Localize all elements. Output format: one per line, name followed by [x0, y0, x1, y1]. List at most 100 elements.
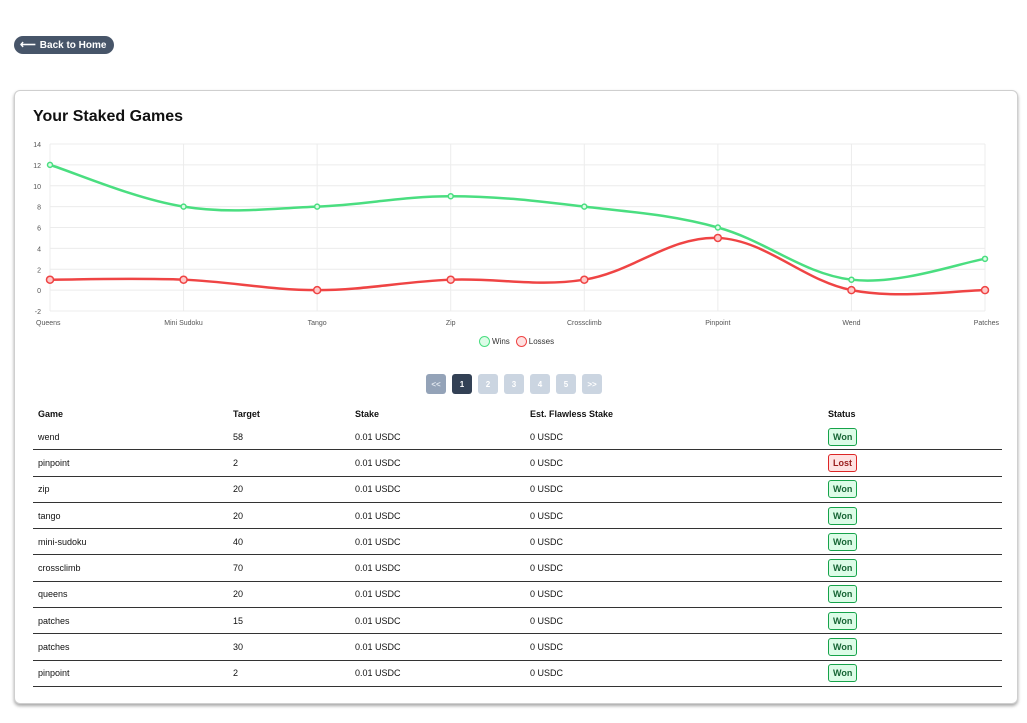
data-point-losses [713, 233, 723, 243]
data-point-wins [981, 255, 989, 263]
table-row: crossclimb 70 0.01 USDC 0 USDC Won [33, 555, 1002, 582]
page-button-4[interactable]: 4 [530, 374, 550, 394]
table-row: pinpoint 2 0.01 USDC 0 USDC Lost [33, 450, 1002, 477]
target-cell: 2 [233, 668, 239, 679]
stake-cell: 0.01 USDC [355, 457, 401, 468]
header-target: Target [233, 409, 260, 419]
x-tick-label: Mini Sudoku [164, 320, 203, 327]
target-cell: 70 [233, 563, 244, 574]
next-page-button[interactable]: >> [582, 374, 602, 394]
y-tick-label: 4 [37, 246, 41, 253]
status-cell: Won [828, 559, 1002, 578]
x-tick-label: Zip [446, 320, 456, 327]
stake-cell: 0.01 USDC [355, 615, 401, 626]
stake-cell: 0.01 USDC [355, 563, 401, 574]
prev-page-button[interactable]: << [426, 374, 446, 394]
data-point-wins [46, 161, 54, 169]
target-cell: 40 [233, 536, 244, 547]
data-point-wins [714, 224, 722, 231]
table-row: wend 58 0.01 USDC 0 USDC Won [33, 424, 1002, 451]
data-point-losses [446, 275, 455, 284]
page-button-3[interactable]: 3 [504, 374, 524, 394]
x-tick-label: Queens [36, 320, 61, 327]
stake-cell: 0.01 USDC [355, 484, 401, 495]
target-cell: 20 [233, 589, 244, 600]
table-row: zip 20 0.01 USDC 0 USDC Won [33, 477, 1002, 503]
data-point-wins [313, 203, 321, 210]
x-tick-label: Patches [974, 320, 1000, 327]
back-to-home-button[interactable]: ⟵ Back to Home [14, 36, 115, 54]
legend-item-losses[interactable]: Losses [515, 336, 554, 347]
status-cell: Won [828, 532, 1002, 551]
flawless-stake-cell: 0 USDC [530, 642, 564, 653]
table-row: tango 20 0.01 USDC 0 USDC Won [33, 503, 1002, 530]
x-tick-label: Pinpoint [705, 320, 730, 327]
data-point-wins [848, 276, 855, 283]
stake-cell: 0.01 USDC [355, 536, 401, 547]
table-row: queens 20 0.01 USDC 0 USDC Won [33, 582, 1002, 609]
page-button-5[interactable]: 5 [556, 374, 576, 394]
legend-label-wins: Wins [492, 337, 510, 346]
status-badge: Won [828, 585, 858, 604]
table-header: Game Target Stake Est. Flawless Stake St… [33, 404, 1002, 424]
losses-swatch [515, 336, 527, 347]
header-stake: Stake [355, 409, 380, 419]
status-badge: Won [828, 611, 858, 630]
target-cell: 30 [233, 642, 244, 653]
flawless-stake-cell: 0 USDC [530, 589, 564, 600]
status-cell: Won [828, 427, 1002, 446]
status-cell: Won [828, 664, 1002, 683]
status-badge: Won [828, 427, 858, 446]
x-tick-label: Tango [308, 320, 327, 327]
data-point-losses [45, 275, 55, 284]
x-tick-label: Crossclimb [567, 320, 602, 327]
header-game: Game [38, 409, 64, 419]
data-point-wins [581, 203, 588, 210]
data-point-wins [180, 203, 187, 210]
status-cell: Won [828, 480, 1002, 499]
status-badge: Won [828, 480, 858, 499]
stake-cell: 0.01 USDC [355, 589, 401, 600]
target-cell: 15 [233, 615, 244, 626]
stake-cell: 0.01 USDC [355, 510, 401, 521]
status-badge: Lost [828, 453, 857, 472]
page-button-2[interactable]: 2 [478, 374, 498, 394]
y-tick-label: 10 [33, 184, 41, 191]
target-cell: 58 [233, 431, 244, 442]
y-tick-label: 12 [33, 163, 41, 170]
stake-cell: 0.01 USDC [355, 642, 401, 653]
status-cell: Won [828, 506, 1002, 525]
page-button-1[interactable]: 1 [452, 374, 472, 394]
data-point-losses [847, 285, 856, 295]
flawless-stake-cell: 0 USDC [530, 536, 564, 547]
y-tick-label: 8 [37, 205, 41, 212]
back-to-home-label: Back to Home [39, 39, 107, 51]
flawless-stake-cell: 0 USDC [530, 563, 564, 574]
flawless-stake-cell: 0 USDC [530, 484, 564, 495]
game-cell: queens [38, 589, 68, 600]
status-cell: Won [828, 585, 1002, 604]
y-tick-label: 6 [37, 226, 41, 233]
status-badge: Won [828, 532, 858, 551]
status-badge: Won [828, 638, 858, 657]
game-cell: pinpoint [38, 668, 70, 679]
status-badge: Won [828, 664, 858, 683]
status-badge: Won [828, 506, 858, 525]
legend-item-wins[interactable]: Wins [479, 336, 510, 347]
target-cell: 2 [233, 457, 239, 468]
pagination: << 1 2 3 4 5 >> [426, 374, 602, 394]
game-cell: patches [38, 642, 70, 653]
game-cell: wend [38, 431, 60, 442]
wins-losses-chart: 14 12 10 8 6 4 2 0 -2 Queens Mini Sudoku Tango Zip Cr… [33, 142, 1000, 327]
game-cell: crossclimb [38, 563, 81, 574]
flawless-stake-cell: 0 USDC [530, 615, 564, 626]
staked-games-card: Your Staked Games 14 12 10 8 6 4 2 0 -2 Queens Min… [14, 90, 1018, 704]
flawless-stake-cell: 0 USDC [530, 431, 564, 442]
wins-swatch [479, 336, 490, 347]
flawless-stake-cell: 0 USDC [530, 457, 564, 468]
stake-cell: 0.01 USDC [355, 431, 401, 442]
y-tick-label: 2 [37, 267, 41, 274]
page-title: Your Staked Games [33, 108, 183, 125]
chart-legend: Wins Losses [479, 336, 554, 347]
table-row: pinpoint 2 0.01 USDC 0 USDC Won [33, 661, 1002, 687]
